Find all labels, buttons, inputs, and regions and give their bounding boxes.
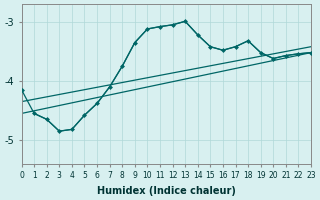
X-axis label: Humidex (Indice chaleur): Humidex (Indice chaleur) — [97, 186, 236, 196]
